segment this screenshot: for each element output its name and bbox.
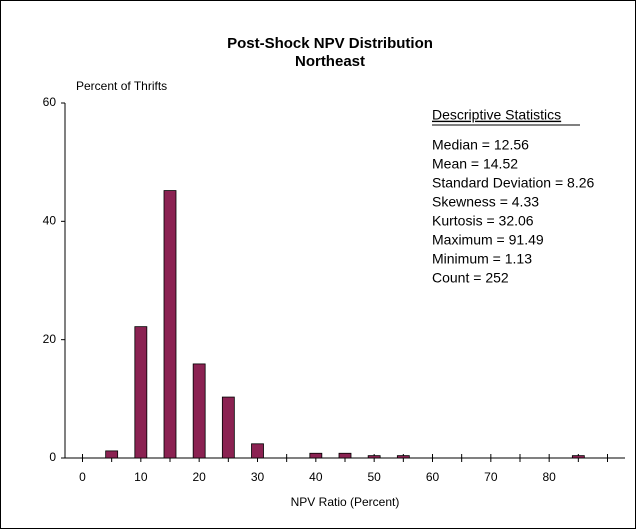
x-tick-label: 10 (134, 470, 148, 484)
x-tick-label: 0 (79, 470, 86, 484)
x-tick-label: 50 (367, 470, 381, 484)
x-tick-label: 40 (309, 470, 323, 484)
stat-line: Standard Deviation = 8.26 (432, 175, 594, 191)
bar (571, 455, 585, 459)
x-tick-label: 70 (484, 470, 498, 484)
chart-subtitle: Northeast (295, 53, 365, 70)
stats-title: Descriptive Statistics (432, 107, 561, 123)
y-tick-label: 20 (43, 332, 57, 346)
bar (163, 190, 177, 459)
bar (396, 455, 410, 459)
x-tick-label: 20 (192, 470, 206, 484)
stat-line: Minimum = 1.13 (432, 251, 532, 267)
stat-line: Maximum = 91.49 (432, 232, 544, 248)
y-tick-label: 40 (43, 214, 57, 228)
y-axis-label: Percent of Thrifts (76, 79, 167, 93)
bar (134, 326, 148, 459)
bar (367, 455, 381, 459)
bar (338, 452, 352, 459)
stat-line: Kurtosis = 32.06 (432, 213, 534, 229)
x-tick-label: 30 (251, 470, 265, 484)
chart-title: Post-Shock NPV Distribution (227, 35, 433, 52)
bar (105, 450, 119, 459)
y-tick-label: 60 (43, 95, 57, 109)
bar (251, 443, 264, 459)
stat-line: Count = 252 (432, 270, 509, 286)
bar (221, 396, 235, 459)
stat-line: Mean = 14.52 (432, 156, 518, 172)
bar (309, 452, 323, 459)
x-tick-label: 60 (426, 470, 440, 484)
stat-line: Median = 12.56 (432, 137, 529, 153)
x-tick-label: 80 (542, 470, 556, 484)
stat-line: Skewness = 4.33 (432, 194, 539, 210)
x-axis-label: NPV Ratio (Percent) (291, 495, 400, 509)
y-tick-label: 0 (49, 450, 56, 464)
bar (192, 363, 206, 459)
